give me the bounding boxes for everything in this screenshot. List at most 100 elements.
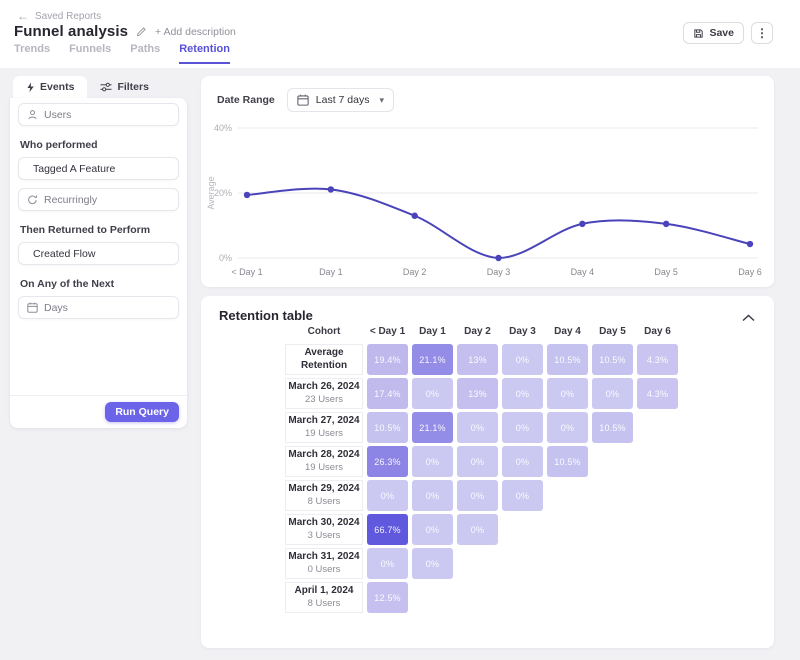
cohort-label: March 31, 20240 Users	[285, 548, 363, 579]
chevron-down-icon: ▾	[379, 95, 384, 106]
retention-cell[interactable]: 13%	[457, 378, 498, 409]
x-tick-label: Day 2	[403, 267, 427, 277]
returned-label: Then Returned to Perform	[20, 224, 177, 236]
retention-cell[interactable]: 0%	[412, 446, 453, 477]
table-row: April 1, 20248 Users12.5%	[285, 582, 678, 613]
back-arrow-icon: ←	[17, 10, 29, 22]
recurrence-value: Recurringly	[44, 194, 97, 206]
chart-point[interactable]	[579, 221, 585, 227]
retention-cell[interactable]: 10.5%	[367, 412, 408, 443]
retention-cell[interactable]: 0%	[502, 480, 543, 511]
retention-cell[interactable]: 10.5%	[547, 446, 588, 477]
table-row: March 28, 202419 Users26.3%0%0%0%10.5%	[285, 446, 678, 477]
cohort-label: Average Retention	[285, 344, 363, 375]
retention-cell[interactable]: 0%	[457, 514, 498, 545]
edit-pencil-icon[interactable]	[136, 26, 147, 37]
chart-point[interactable]	[244, 192, 250, 198]
retention-cell[interactable]: 0%	[412, 514, 453, 545]
collapse-table-button[interactable]	[742, 309, 758, 323]
tab-events[interactable]: Events	[13, 76, 87, 98]
cohort-label: March 28, 202419 Users	[285, 446, 363, 477]
users-field[interactable]: Users	[18, 103, 179, 126]
performed-event-value: Tagged A Feature	[33, 163, 115, 175]
retention-cell[interactable]: 0%	[412, 548, 453, 579]
table-row: March 30, 20243 Users66.7%0%0%	[285, 514, 678, 545]
retention-cell[interactable]: 17.4%	[367, 378, 408, 409]
retention-table-body: Average Retention19.4%21.1%13%0%10.5%10.…	[285, 344, 678, 613]
query-panel-tabs: Events Filters	[10, 76, 187, 98]
returned-event-value: Created Flow	[33, 248, 95, 260]
window-unit-field[interactable]: Days	[18, 296, 179, 319]
retention-cell[interactable]: 13%	[457, 344, 498, 375]
add-description-button[interactable]: + Add description	[155, 26, 236, 38]
retention-cell[interactable]: 19.4%	[367, 344, 408, 375]
title-row: Funnel analysis + Add description	[14, 23, 236, 40]
retention-cell[interactable]: 10.5%	[592, 412, 633, 443]
retention-cell[interactable]: 0%	[412, 378, 453, 409]
y-tick-label: 0%	[219, 253, 232, 263]
retention-cell[interactable]: 0%	[412, 480, 453, 511]
table-row: March 31, 20240 Users0%0%	[285, 548, 678, 579]
retention-cell[interactable]: 26.3%	[367, 446, 408, 477]
retention-cell[interactable]: 21.1%	[412, 344, 453, 375]
table-row: March 27, 202419 Users10.5%21.1%0%0%0%10…	[285, 412, 678, 443]
back-to-saved-reports[interactable]: ← Saved Reports	[17, 10, 101, 22]
refresh-icon	[27, 194, 38, 205]
table-row: Average Retention19.4%21.1%13%0%10.5%10.…	[285, 344, 678, 375]
chart-point[interactable]	[411, 213, 417, 219]
users-field-value: Users	[44, 109, 71, 121]
performed-event-field[interactable]: Tagged A Feature	[18, 157, 179, 180]
retention-cell[interactable]: 0%	[502, 412, 543, 443]
bolt-icon	[26, 82, 35, 93]
chart-point[interactable]	[747, 241, 753, 247]
x-tick-label: Day 1	[319, 267, 343, 277]
retention-cell[interactable]: 0%	[502, 378, 543, 409]
date-range-dropdown[interactable]: Last 7 days ▾	[287, 88, 394, 112]
tab-funnels[interactable]: Funnels	[69, 43, 111, 64]
tab-filters[interactable]: Filters	[87, 76, 162, 98]
kebab-icon: ⋮	[756, 26, 768, 40]
retention-cell[interactable]: 10.5%	[592, 344, 633, 375]
retention-cell[interactable]: 12.5%	[367, 582, 408, 613]
query-panel-footer: Run Query	[10, 395, 187, 428]
retention-cell[interactable]: 0%	[457, 446, 498, 477]
tab-retention[interactable]: Retention	[179, 43, 230, 64]
retention-cell[interactable]: 4.3%	[637, 378, 678, 409]
retention-cell[interactable]: 0%	[457, 480, 498, 511]
chevron-up-icon	[742, 314, 755, 322]
user-icon	[27, 109, 38, 120]
retention-cell[interactable]: 0%	[502, 446, 543, 477]
tab-paths[interactable]: Paths	[130, 43, 160, 64]
returned-event-field[interactable]: Created Flow	[18, 242, 179, 265]
retention-table-title: Retention table	[219, 308, 313, 323]
more-options-button[interactable]: ⋮	[751, 22, 773, 44]
retention-cell[interactable]: 66.7%	[367, 514, 408, 545]
tab-trends[interactable]: Trends	[14, 43, 50, 64]
retention-cell[interactable]: 4.3%	[637, 344, 678, 375]
recurrence-field[interactable]: Recurringly	[18, 188, 179, 211]
chart-point[interactable]	[328, 186, 334, 192]
chart-point[interactable]	[495, 255, 501, 261]
retention-cell[interactable]: 0%	[547, 412, 588, 443]
retention-cell[interactable]: 0%	[367, 548, 408, 579]
tab-filters-label: Filters	[117, 81, 149, 93]
date-range-label: Date Range	[217, 94, 275, 106]
window-unit-value: Days	[44, 302, 68, 314]
calendar-icon	[297, 94, 309, 106]
tab-events-label: Events	[40, 81, 74, 93]
save-button[interactable]: Save	[683, 22, 744, 44]
y-tick-label: 40%	[214, 123, 232, 133]
retention-cell[interactable]: 0%	[457, 412, 498, 443]
retention-table-card: Retention table Cohort< Day 1Day 1Day 2D…	[201, 296, 774, 648]
run-query-button[interactable]: Run Query	[105, 402, 179, 422]
app-header: ← Saved Reports Funnel analysis + Add de…	[0, 0, 800, 68]
chart-point[interactable]	[663, 221, 669, 227]
retention-cell[interactable]: 0%	[547, 378, 588, 409]
query-panel-card: Users Who performed Tagged A Feature Rec…	[10, 98, 187, 428]
retention-cell[interactable]: 0%	[592, 378, 633, 409]
column-header: Day 6	[637, 326, 678, 337]
retention-cell[interactable]: 21.1%	[412, 412, 453, 443]
retention-cell[interactable]: 10.5%	[547, 344, 588, 375]
retention-cell[interactable]: 0%	[502, 344, 543, 375]
retention-cell[interactable]: 0%	[367, 480, 408, 511]
